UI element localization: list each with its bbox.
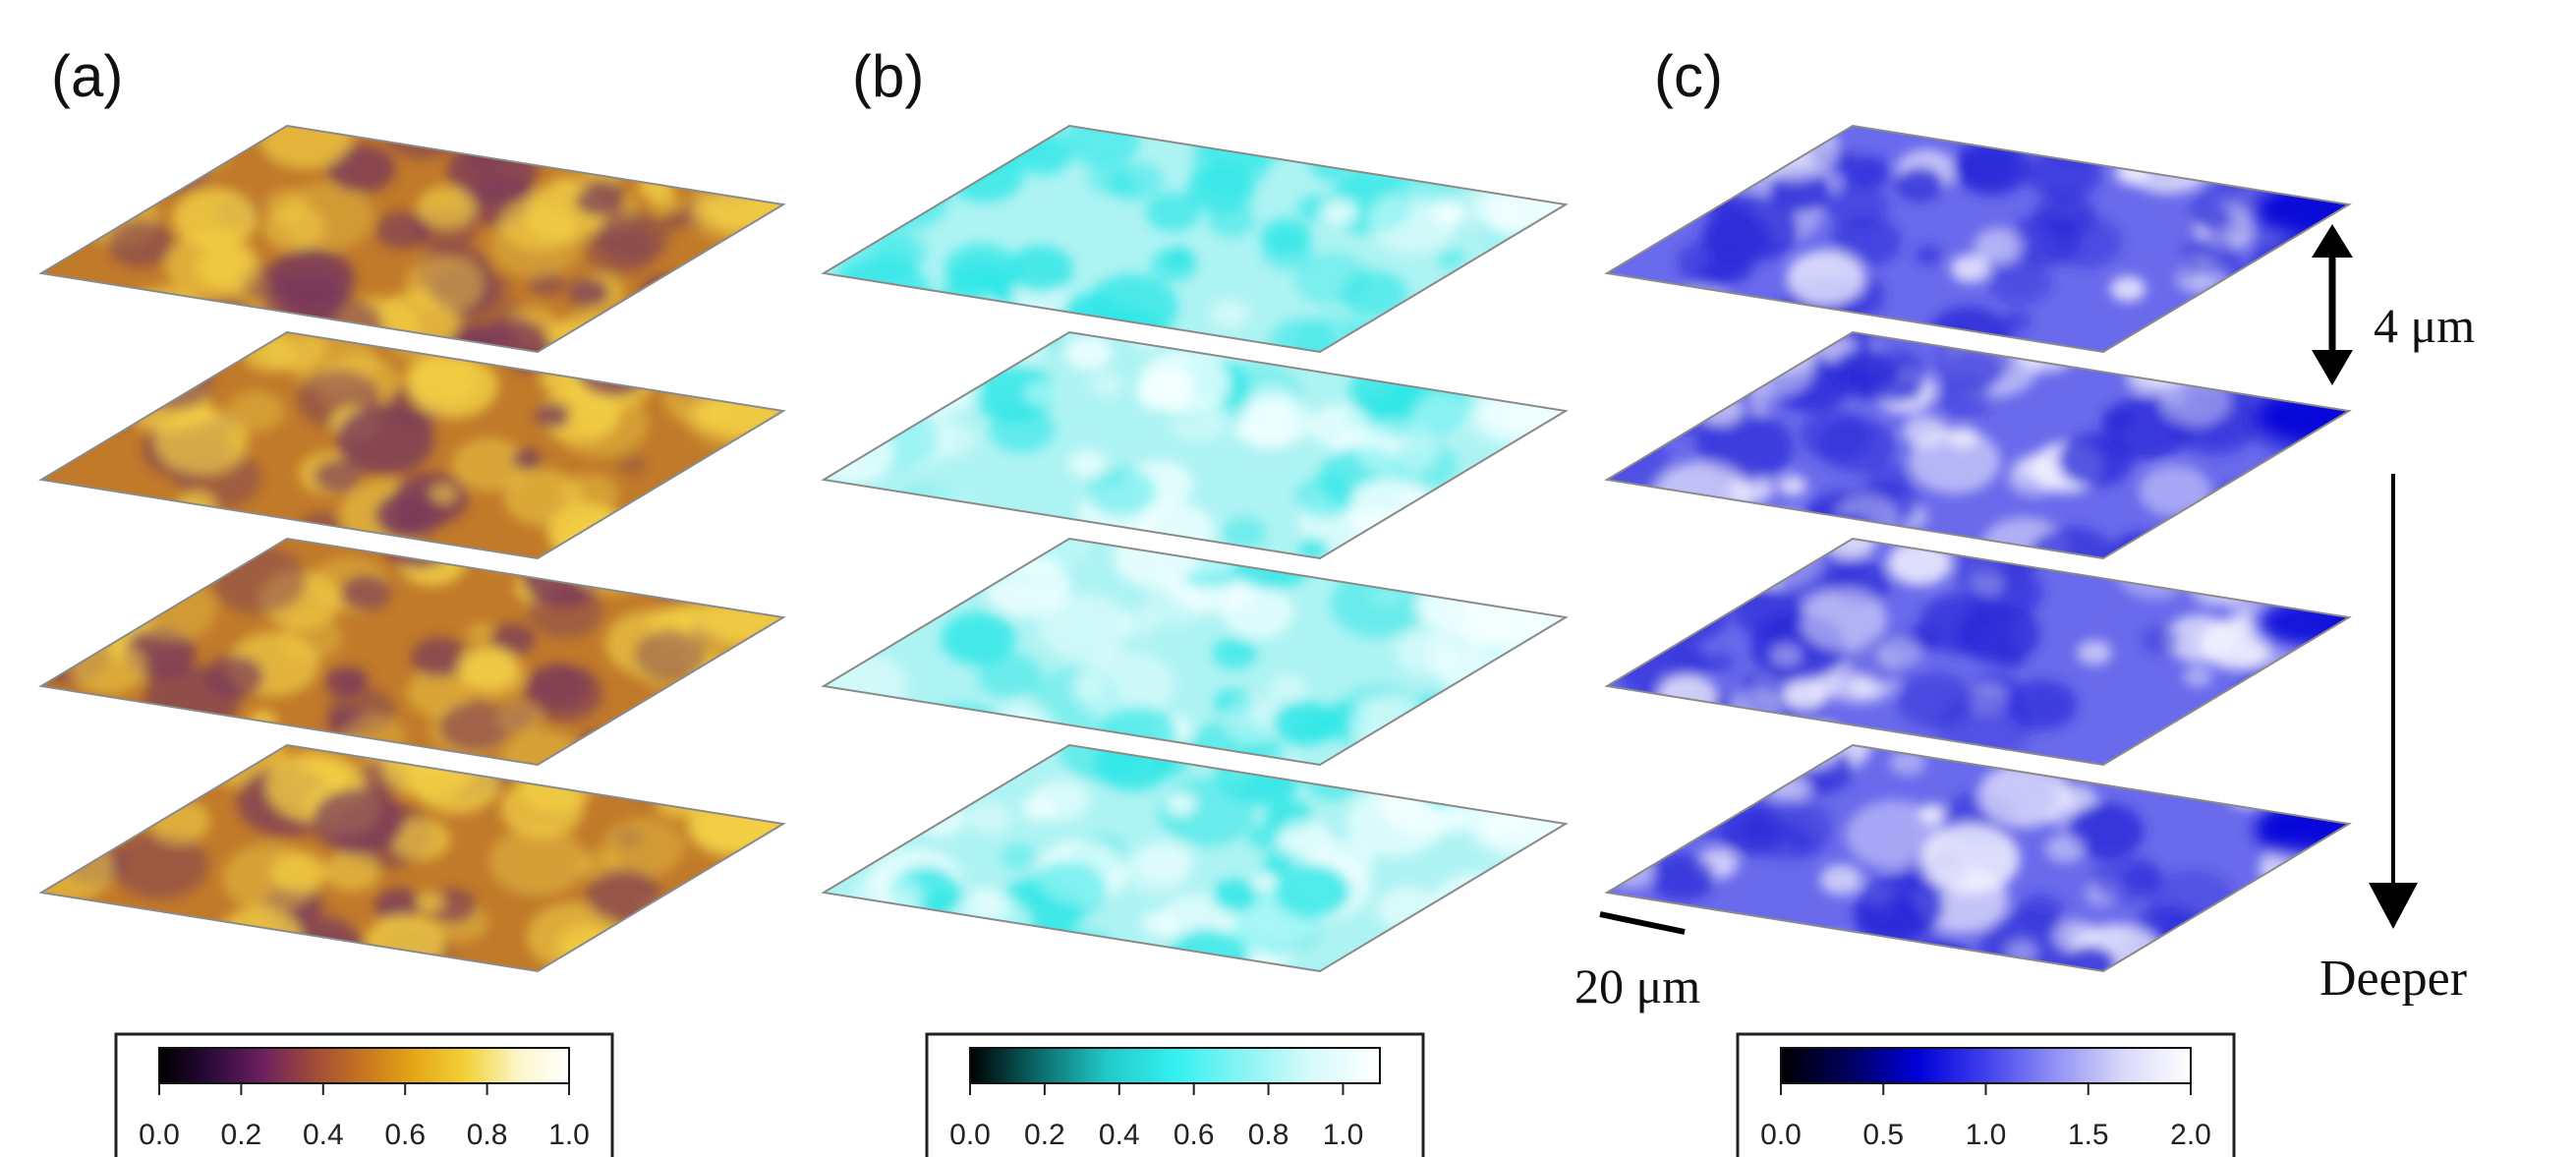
panel-c-colorbar: 0.0 0.5 1.0 1.5 2.0 bbox=[1736, 1032, 2236, 1157]
panel-a-label: (a) bbox=[51, 43, 123, 109]
colorbar-tick-label: 0.6 bbox=[1174, 1119, 1215, 1151]
panel-b-slice-stack bbox=[821, 124, 1569, 973]
colorbar-tick-label: 1.0 bbox=[548, 1119, 590, 1151]
depth-label: Deeper bbox=[2319, 951, 2467, 1007]
panel-a-slice-stack bbox=[38, 124, 786, 973]
colorbar-gradient bbox=[158, 1047, 570, 1084]
colorbar-gradient bbox=[969, 1047, 1381, 1084]
depth-slice bbox=[824, 539, 1566, 765]
colorbar-tick-label: 0.6 bbox=[384, 1119, 426, 1151]
colorbar-tick-label: 0.0 bbox=[139, 1119, 180, 1151]
colorbar-tick-label: 0.2 bbox=[1024, 1119, 1065, 1151]
depth-slice bbox=[824, 745, 1566, 971]
panel-c-label: (c) bbox=[1654, 43, 1723, 109]
colorbar-tick-label: 0.8 bbox=[1248, 1119, 1289, 1151]
colorbar-tick-label: 1.0 bbox=[1966, 1119, 2007, 1151]
colorbar-tick-label: 0.2 bbox=[221, 1119, 262, 1151]
panel-b-label: (b) bbox=[852, 43, 924, 109]
depth-slice bbox=[41, 539, 783, 765]
spacing-label: 4 μm bbox=[2374, 298, 2475, 353]
colorbar-tick-label: 0.0 bbox=[949, 1119, 991, 1151]
colorbar-tick-label: 1.0 bbox=[1323, 1119, 1364, 1151]
colorbar-tick-label: 1.5 bbox=[2068, 1119, 2109, 1151]
depth-slice bbox=[824, 126, 1566, 352]
panel-a-colorbar: 0.0 0.2 0.4 0.6 0.8 1.0 bbox=[114, 1032, 614, 1157]
panel-b-colorbar: 0.0 0.2 0.4 0.6 0.8 1.0 bbox=[925, 1032, 1425, 1157]
colorbar-tick-label: 0.0 bbox=[1760, 1119, 1802, 1151]
scale-label: 20 μm bbox=[1574, 958, 1700, 1013]
spacing-arrow bbox=[2312, 224, 2353, 385]
colorbar-tick-label: 2.0 bbox=[2170, 1119, 2211, 1151]
colorbar-tick-label: 0.4 bbox=[303, 1119, 344, 1151]
colorbar-tick-label: 0.8 bbox=[467, 1119, 508, 1151]
panel-c-slice-stack bbox=[1604, 124, 2352, 973]
depth-arrow bbox=[2369, 474, 2418, 929]
depth-slice bbox=[1607, 745, 2349, 971]
depth-slice bbox=[41, 745, 783, 971]
colorbar-gradient bbox=[1780, 1047, 2192, 1084]
colorbar-tick-label: 0.4 bbox=[1099, 1119, 1140, 1151]
scale-bar bbox=[1599, 911, 1686, 935]
depth-slice bbox=[41, 126, 783, 352]
depth-slice bbox=[824, 332, 1566, 558]
depth-slice bbox=[1607, 126, 2349, 352]
colorbar-tick-label: 0.5 bbox=[1862, 1119, 1904, 1151]
